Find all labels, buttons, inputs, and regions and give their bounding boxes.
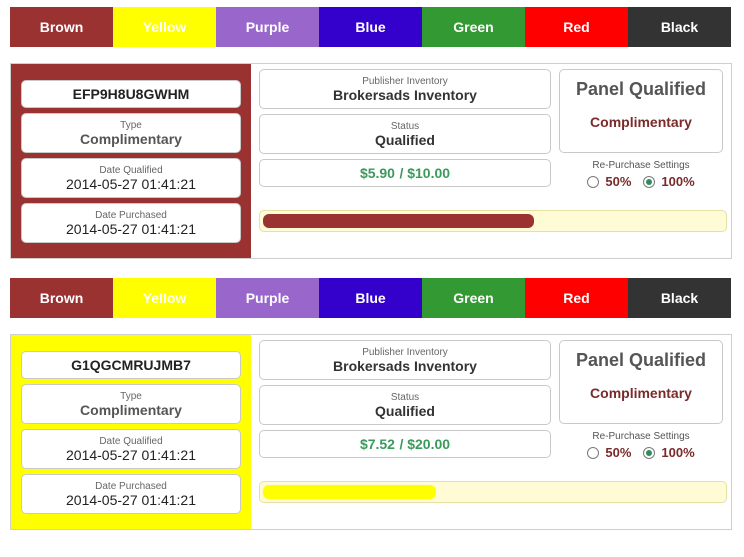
- radio-100[interactable]: [643, 446, 656, 459]
- date-qualified-label: Date Qualified: [99, 165, 163, 176]
- spent-amount: $7.52: [359, 436, 395, 452]
- radio-50[interactable]: [587, 446, 600, 459]
- radio-50-label: 50%: [605, 445, 632, 460]
- panel-qualified-sub: Complimentary: [590, 385, 692, 401]
- publisher-label: Publisher Inventory: [362, 76, 448, 87]
- tab-yellow[interactable]: Yellow: [113, 278, 216, 318]
- color-tab-bar: Brown Yellow Purple Blue Green Red Black: [10, 7, 731, 47]
- type-box: Type Complimentary: [21, 384, 241, 424]
- tab-green[interactable]: Green: [422, 278, 525, 318]
- radio-100-label: 100%: [661, 174, 695, 189]
- tab-black[interactable]: Black: [628, 7, 731, 47]
- type-value: Complimentary: [80, 402, 182, 418]
- publisher-value: Brokersads Inventory: [333, 87, 477, 103]
- panel-qualified-title: Panel Qualified: [575, 350, 707, 370]
- panel-qualified-box: Panel Qualified Complimentary: [559, 340, 723, 424]
- date-qualified-box: Date Qualified 2014-05-27 01:41:21: [21, 158, 241, 198]
- status-label: Status: [390, 392, 420, 403]
- panel-card: EFP9H8U8GWHM Type Complimentary Date Qua…: [10, 63, 732, 259]
- panel-qualified-title: Panel Qualified: [575, 79, 707, 99]
- tab-purple[interactable]: Purple: [216, 278, 319, 318]
- publisher-label: Publisher Inventory: [362, 347, 448, 358]
- publisher-box: Publisher Inventory Brokersads Inventory: [259, 69, 551, 109]
- date-qualified-label: Date Qualified: [99, 436, 163, 447]
- tab-red[interactable]: Red: [525, 7, 628, 47]
- panel-qualified-box: Panel Qualified Complimentary: [559, 69, 723, 153]
- panel-card: G1QGCMRUJMB7 Type Complimentary Date Qua…: [10, 334, 732, 530]
- date-purchased-box: Date Purchased 2014-05-27 01:41:21: [21, 474, 241, 514]
- date-purchased-value: 2014-05-27 01:41:21: [66, 492, 196, 508]
- total-amount: $20.00: [407, 436, 451, 452]
- tab-blue[interactable]: Blue: [319, 7, 422, 47]
- tab-green[interactable]: Green: [422, 7, 525, 47]
- progress-track: [259, 481, 727, 503]
- tab-brown[interactable]: Brown: [10, 278, 113, 318]
- date-purchased-value: 2014-05-27 01:41:21: [66, 221, 196, 237]
- budget-box: $7.52 / $20.00: [259, 430, 551, 458]
- status-value: Qualified: [375, 132, 435, 148]
- status-value: Qualified: [375, 403, 435, 419]
- type-value: Complimentary: [80, 131, 182, 147]
- date-qualified-value: 2014-05-27 01:41:21: [66, 176, 196, 192]
- panel-code: EFP9H8U8GWHM: [72, 86, 190, 102]
- type-box: Type Complimentary: [21, 113, 241, 153]
- date-qualified-box: Date Qualified 2014-05-27 01:41:21: [21, 429, 241, 469]
- spent-amount: $5.90: [359, 165, 395, 181]
- panel-code-box: G1QGCMRUJMB7: [21, 351, 241, 379]
- date-qualified-value: 2014-05-27 01:41:21: [66, 447, 196, 463]
- card-accent-column: EFP9H8U8GWHM Type Complimentary Date Qua…: [11, 64, 251, 258]
- radio-50-label: 50%: [605, 174, 632, 189]
- repurchase-settings: Re-Purchase Settings 50% 100%: [559, 431, 723, 460]
- radio-100[interactable]: [643, 175, 656, 188]
- tab-red[interactable]: Red: [525, 278, 628, 318]
- status-label: Status: [390, 121, 420, 132]
- tab-purple[interactable]: Purple: [216, 7, 319, 47]
- total-amount: $10.00: [407, 165, 451, 181]
- panel-qualified-sub: Complimentary: [590, 114, 692, 130]
- budget-box: $5.90 / $10.00: [259, 159, 551, 187]
- progress-fill: [263, 214, 534, 228]
- date-purchased-label: Date Purchased: [95, 210, 167, 221]
- progress-track: [259, 210, 727, 232]
- tab-brown[interactable]: Brown: [10, 7, 113, 47]
- tab-blue[interactable]: Blue: [319, 278, 422, 318]
- panel-code-box: EFP9H8U8GWHM: [21, 80, 241, 108]
- tab-yellow[interactable]: Yellow: [113, 7, 216, 47]
- radio-100-label: 100%: [661, 445, 695, 460]
- type-label: Type: [120, 120, 142, 131]
- card-accent-column: G1QGCMRUJMB7 Type Complimentary Date Qua…: [11, 335, 251, 529]
- repurchase-label: Re-Purchase Settings: [592, 431, 690, 442]
- tab-black[interactable]: Black: [628, 278, 731, 318]
- progress-fill: [263, 485, 436, 499]
- date-purchased-label: Date Purchased: [95, 481, 167, 492]
- radio-50[interactable]: [587, 175, 600, 188]
- publisher-box: Publisher Inventory Brokersads Inventory: [259, 340, 551, 380]
- status-box: Status Qualified: [259, 114, 551, 154]
- date-purchased-box: Date Purchased 2014-05-27 01:41:21: [21, 203, 241, 243]
- panel-code: G1QGCMRUJMB7: [71, 357, 191, 373]
- type-label: Type: [120, 391, 142, 402]
- status-box: Status Qualified: [259, 385, 551, 425]
- color-tab-bar: Brown Yellow Purple Blue Green Red Black: [10, 278, 731, 318]
- repurchase-label: Re-Purchase Settings: [592, 160, 690, 171]
- repurchase-settings: Re-Purchase Settings 50% 100%: [559, 160, 723, 189]
- publisher-value: Brokersads Inventory: [333, 358, 477, 374]
